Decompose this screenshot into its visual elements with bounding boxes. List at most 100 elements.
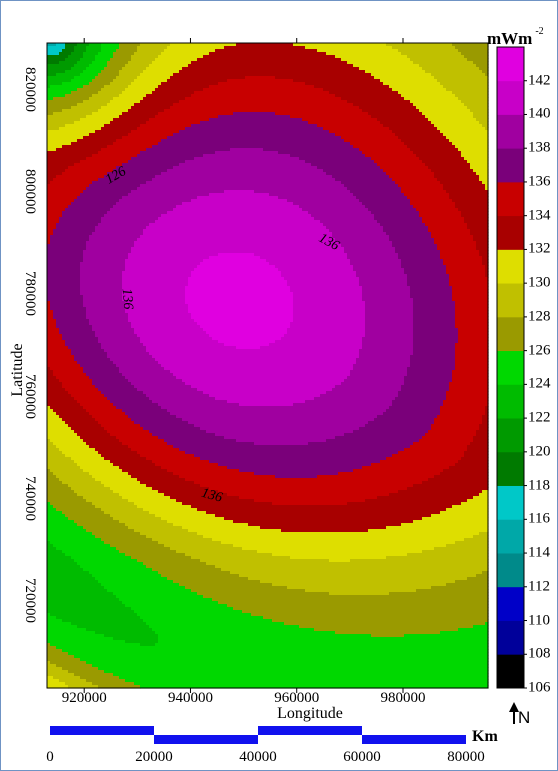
contour-band [434,175,480,179]
contour-band [347,187,402,191]
contour-band [47,352,72,356]
contour-band [482,124,489,128]
contour-band [152,538,213,542]
contour-band [479,178,489,182]
contour-band [62,667,99,671]
contour-band [116,406,162,410]
contour-band [47,433,78,437]
contour-band [170,106,360,110]
contour-band [80,466,120,470]
contour-band [287,331,366,335]
contour-band [470,109,489,113]
contour-band [47,523,78,527]
contour-band [185,160,306,164]
contour-band [293,292,363,296]
colorbar-tick-label: 126 [528,342,551,359]
contour-band [92,112,123,116]
contour-band [269,193,354,197]
contour-band [86,409,123,413]
contour-band [323,169,384,173]
contour-band [197,196,279,200]
contour-band [383,124,435,128]
contour-band [365,304,414,308]
contour-band [86,247,132,251]
contour-band [176,205,300,209]
contour-band [371,211,420,215]
contour-band [473,496,489,500]
contour-band [47,121,75,125]
contour-band [170,76,246,80]
contour-band [128,499,177,503]
contour-band [95,478,138,482]
contour-band [71,427,105,431]
contour-band [332,175,390,179]
contour-band [140,532,198,536]
contour-band [59,379,93,383]
contour-band [50,85,84,89]
contour-band [83,370,120,374]
contour-band [350,559,489,563]
contour-band [155,175,333,179]
contour-band [374,217,423,221]
contour-band [422,481,489,485]
contour-band [455,367,489,371]
contour-band [95,226,147,230]
contour-band [128,160,186,164]
contour-band [431,424,480,428]
contour-band [464,103,489,107]
contour-band [47,214,63,218]
contour-band [104,394,147,398]
contour-band [98,580,174,584]
contour-band [158,142,351,146]
colorbar-swatch [497,181,524,217]
contour-band [176,499,255,503]
contour-band [116,595,204,599]
contour-band [464,217,489,221]
colorbar-tick-label: 112 [528,578,550,595]
contour-band [359,67,423,71]
contour-band [74,655,489,659]
contour-band [59,415,93,419]
contour-band [47,157,87,161]
contour-band [47,595,117,599]
contour-band [419,109,471,113]
contour-band [410,202,456,206]
contour-band [365,328,414,332]
contour-band [80,436,117,440]
contour-band [80,277,123,281]
contour-band [449,466,489,470]
contour-band [389,493,480,497]
contour-band [83,496,123,500]
contour-band [452,298,489,302]
contour-band [458,340,489,344]
contour-band [68,670,105,674]
contour-band [71,349,105,353]
contour-band [47,499,87,503]
contour-band [146,346,237,350]
contour-band [413,151,462,155]
contour-band [47,259,84,263]
contour-band [89,571,159,575]
contour-band [128,133,174,137]
contour-band [422,550,489,554]
contour-band [347,253,399,257]
contour-band [398,451,465,455]
north-label: N [518,708,531,727]
y-tick-label: 800000 [22,168,38,214]
contour-band [398,253,441,257]
contour-band [158,403,240,407]
contour-band [131,448,180,452]
contour-band [203,55,336,59]
contour-band [68,205,114,209]
contour-band [185,553,273,557]
contour-band [368,112,423,116]
contour-band [260,526,387,530]
contour-band [311,214,375,218]
contour-band [47,538,102,542]
contour-band [122,286,186,290]
contour-band [47,58,66,62]
contour-band [482,490,489,494]
contour-band [92,382,132,386]
contour-band [455,313,489,317]
contour-band [152,628,315,632]
